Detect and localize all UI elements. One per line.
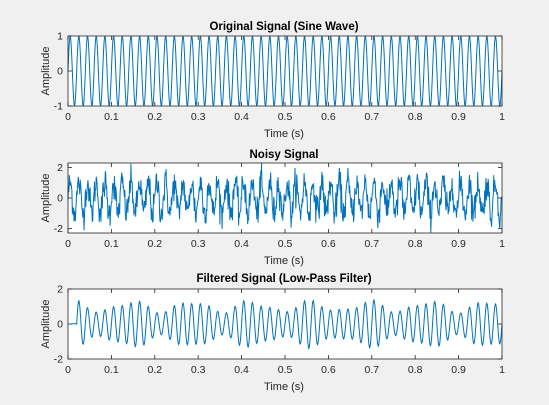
y-axis-label: Amplitude xyxy=(40,47,52,96)
x-tick-label: 0.7 xyxy=(364,111,379,123)
y-tick-label: 2 xyxy=(57,162,63,174)
x-tick-label: 0.5 xyxy=(278,238,293,250)
x-tick-label: 0.1 xyxy=(104,111,119,123)
x-tick-label: 0.7 xyxy=(364,364,379,376)
x-tick-label: 0.2 xyxy=(147,364,162,376)
x-tick-label: 0.2 xyxy=(147,111,162,123)
y-tick-label: 0 xyxy=(57,66,63,78)
chart-title: Original Signal (Sine Wave) xyxy=(209,21,358,33)
x-tick-label: 0.1 xyxy=(104,364,119,376)
x-tick-label: 0.9 xyxy=(451,111,466,123)
x-tick-label: 1 xyxy=(499,364,505,376)
y-tick-label: -1 xyxy=(54,101,63,113)
x-axis-label: Time (s) xyxy=(264,255,304,267)
axes-box xyxy=(67,35,503,107)
x-axis-label: Time (s) xyxy=(264,128,304,140)
x-tick-label: 1 xyxy=(499,111,505,123)
x-tick-label: 1 xyxy=(499,238,505,250)
x-tick-label: 0.4 xyxy=(234,364,249,376)
y-tick-label: -2 xyxy=(54,354,63,366)
x-tick-label: 0 xyxy=(65,111,71,123)
y-axis-label: Amplitude xyxy=(40,300,52,349)
x-tick-label: 0.8 xyxy=(408,364,423,376)
x-tick-label: 0.6 xyxy=(321,111,336,123)
chart-title: Filtered Signal (Low-Pass Filter) xyxy=(196,273,371,285)
x-tick-label: 0.3 xyxy=(191,364,206,376)
y-tick-label: 0 xyxy=(57,319,63,331)
axes-box xyxy=(67,162,503,234)
y-axis-label: Amplitude xyxy=(40,174,52,223)
x-tick-label: 0 xyxy=(65,238,71,250)
subplot-filtered: Filtered Signal (Low-Pass Filter) 0 0.1 0.… xyxy=(40,273,505,393)
y-tick-label: -2 xyxy=(54,223,63,235)
x-tick-label: 0.6 xyxy=(321,364,336,376)
x-axis-label: Time (s) xyxy=(264,381,304,393)
x-tick-label: 0.4 xyxy=(234,111,249,123)
series-line xyxy=(67,162,503,233)
x-tick-label: 0.5 xyxy=(278,364,293,376)
x-tick-label: 0.6 xyxy=(321,238,336,250)
chart-title: Noisy Signal xyxy=(249,149,318,161)
series-line xyxy=(67,298,503,350)
subplot-noisy: Noisy Signal 0 0.1 0.2 0.3 0.4 0.5 0.6 0.7 0.8 0.… xyxy=(40,149,505,267)
x-tick-label: 0 xyxy=(65,364,71,376)
y-tick-label: 1 xyxy=(57,31,63,43)
x-tick-label: 0.3 xyxy=(191,238,206,250)
x-tick-label: 0.2 xyxy=(147,238,162,250)
axes-box xyxy=(67,288,503,360)
x-tick-label: 0.4 xyxy=(234,238,249,250)
x-tick-label: 0.7 xyxy=(364,238,379,250)
x-tick-label: 0.1 xyxy=(104,238,119,250)
x-tick-label: 0.9 xyxy=(451,364,466,376)
x-tick-label: 0.3 xyxy=(191,111,206,123)
y-tick-label: 0 xyxy=(57,193,63,205)
x-tick-label: 0.9 xyxy=(451,238,466,250)
x-tick-label: 0.5 xyxy=(278,111,293,123)
series-line xyxy=(67,35,503,107)
subplot-original: Original Signal (Sine Wave) 0 0.1 0.2 0.3 0.… xyxy=(40,21,505,140)
x-tick-label: 0.8 xyxy=(408,238,423,250)
x-tick-label: 0.8 xyxy=(408,111,423,123)
y-tick-label: 2 xyxy=(57,284,63,296)
